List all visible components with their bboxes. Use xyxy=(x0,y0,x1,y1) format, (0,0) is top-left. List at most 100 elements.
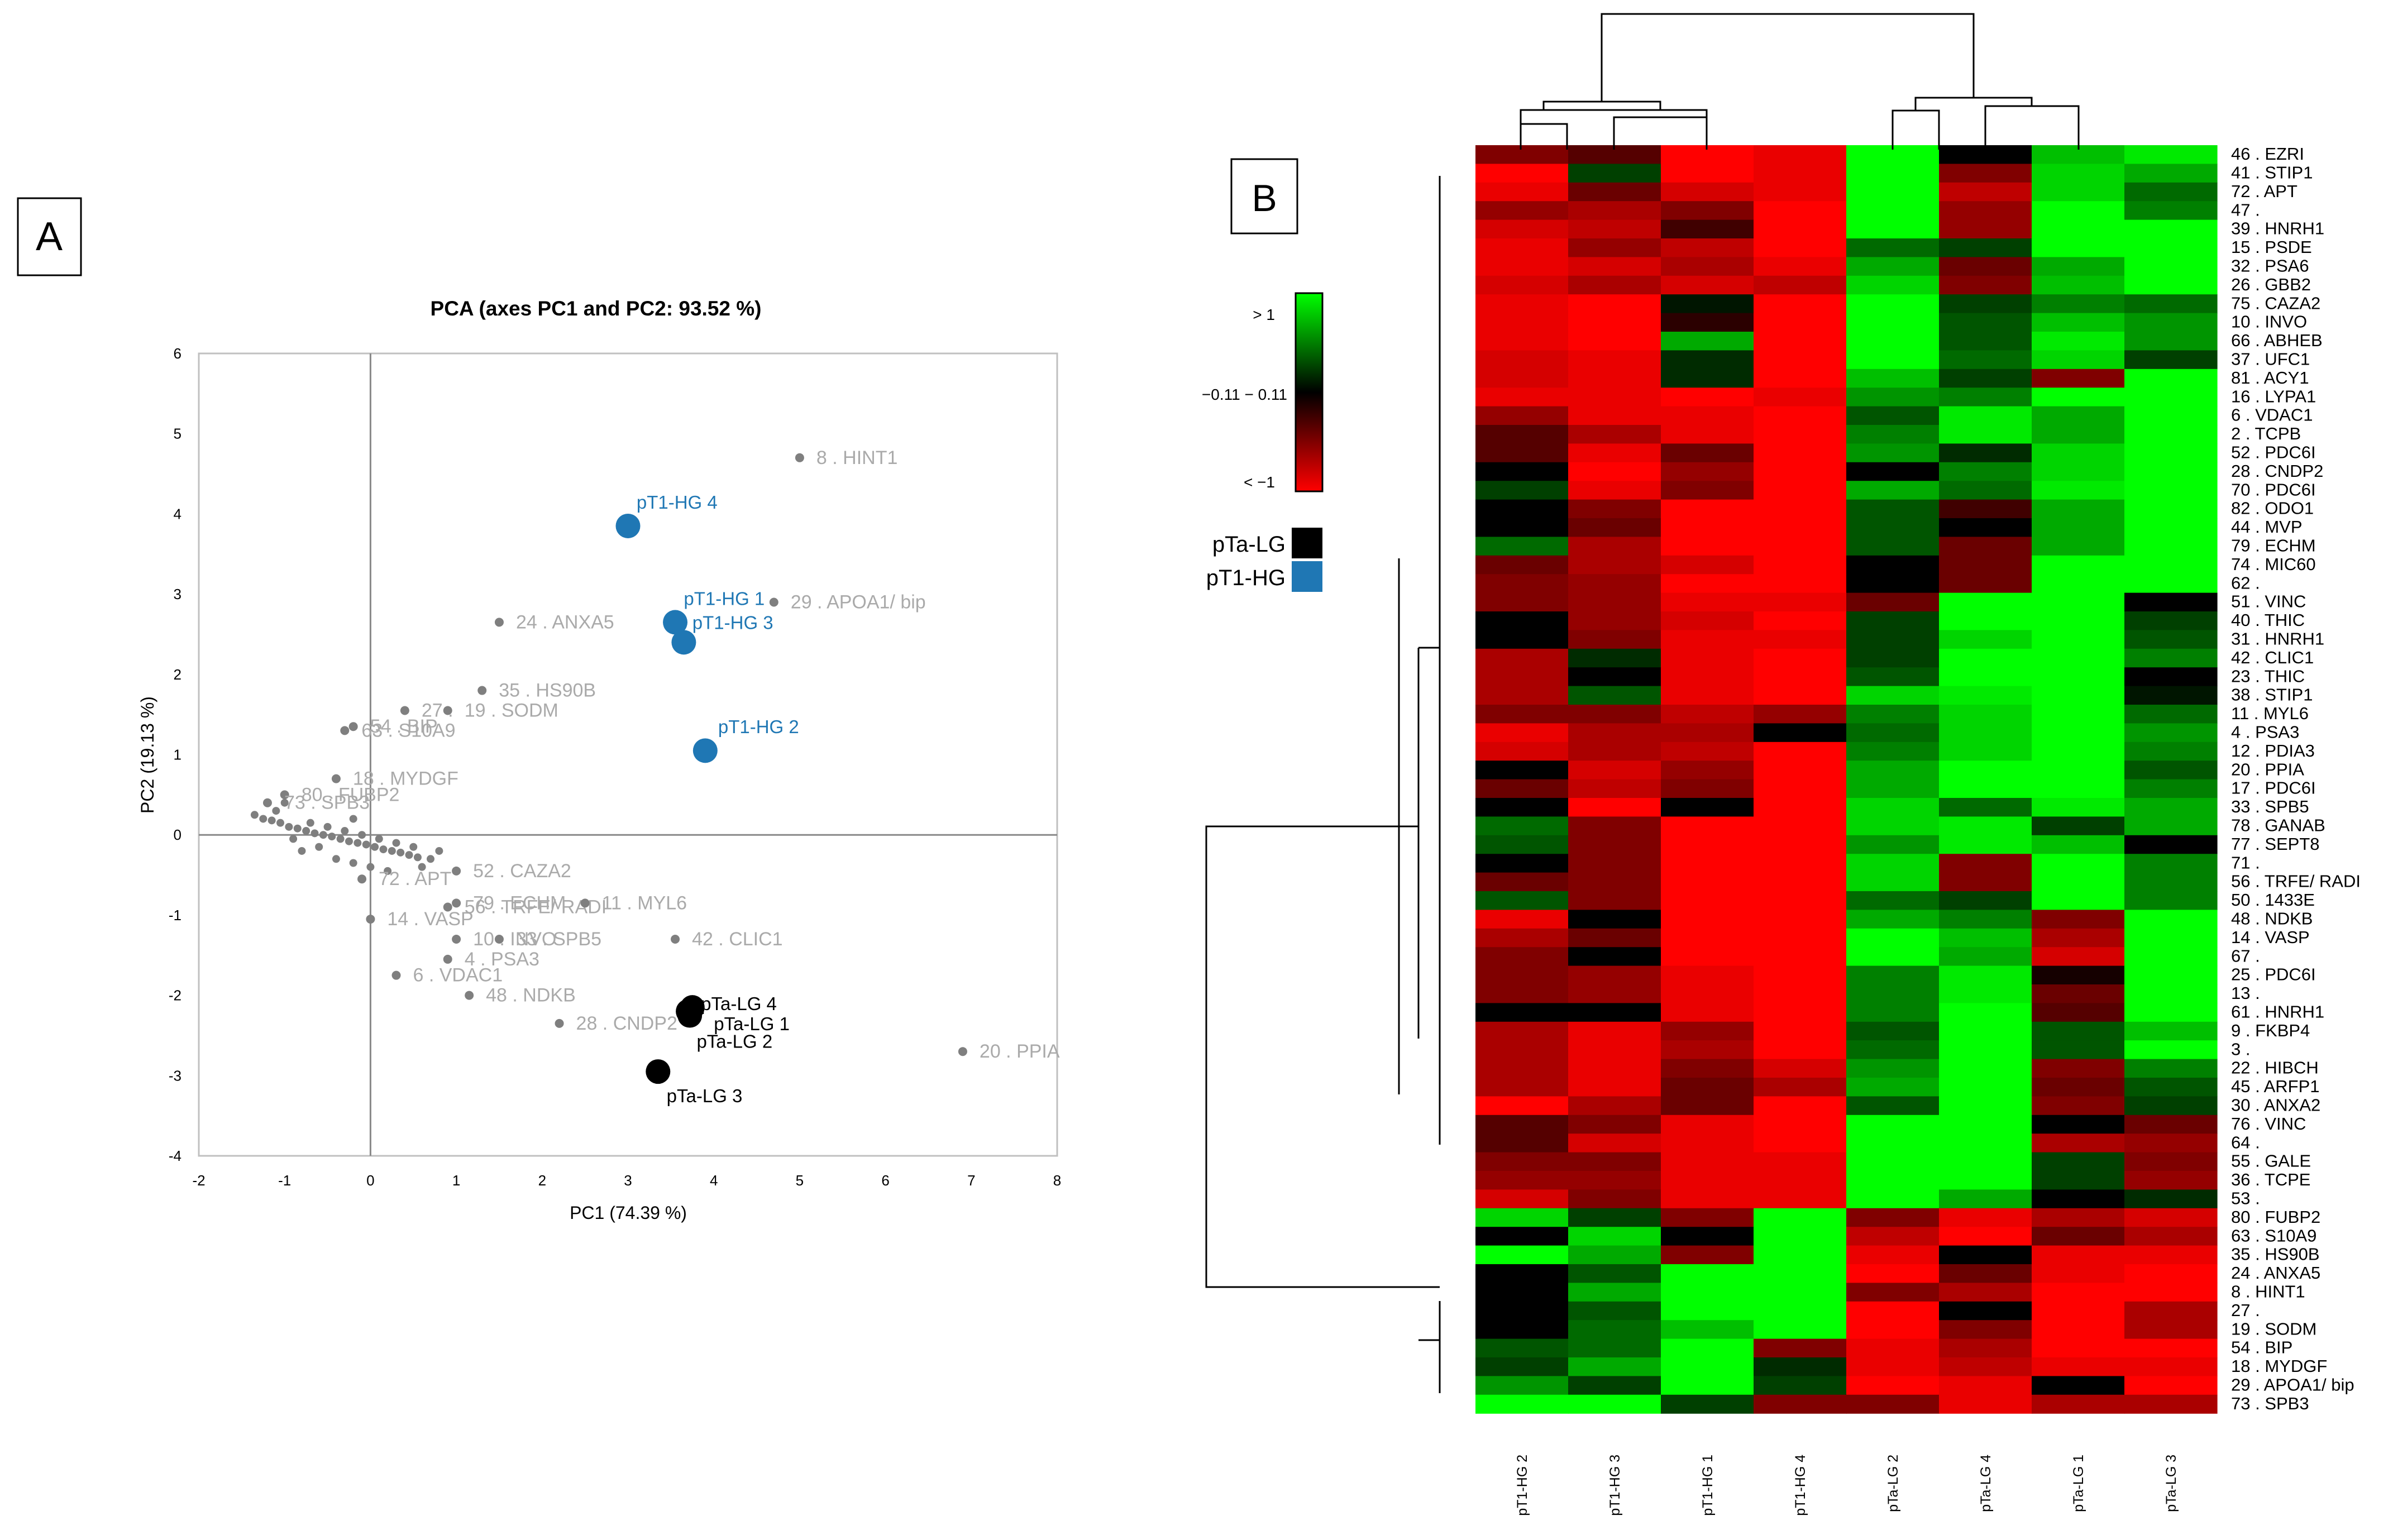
heatmap-cell xyxy=(1939,1227,2032,1246)
heatmap-cell xyxy=(1846,182,1940,202)
heatmap-cell xyxy=(2124,182,2218,202)
row-label: 39 . HNRH1 xyxy=(2231,219,2324,238)
heatmap-cell xyxy=(1939,779,2032,798)
row-label: 10 . INVO xyxy=(2231,312,2307,332)
heatmap-cell xyxy=(1475,1357,1569,1376)
heatmap-cell xyxy=(1754,1245,1847,1265)
heatmap-cell xyxy=(1568,965,1661,985)
heatmap-cell xyxy=(1939,705,2032,724)
heatmap-cell xyxy=(2124,1264,2218,1283)
heatmap-cell xyxy=(2032,537,2125,556)
heatmap-cell xyxy=(1661,891,1754,910)
heatmap-cell xyxy=(1939,555,2032,575)
heatmap-cell xyxy=(1661,742,1754,761)
heatmap-cell xyxy=(2032,555,2125,575)
heatmap-cell xyxy=(1475,984,1569,1003)
heatmap-cell xyxy=(1754,891,1847,910)
heatmap-cell xyxy=(1475,238,1569,257)
heatmap-cell xyxy=(1475,369,1569,388)
heatmap-cell xyxy=(2032,779,2125,798)
row-label: 4 . PSA3 xyxy=(2231,722,2299,742)
heatmap-cell xyxy=(2124,313,2218,332)
heatmap-cell xyxy=(2124,425,2218,444)
row-label: 70 . PDC6I xyxy=(2231,480,2316,499)
heatmap-cell xyxy=(1661,238,1754,257)
heatmap-cell xyxy=(1939,462,2032,481)
heatmap-cell xyxy=(1939,910,2032,929)
y-tick-label: 5 xyxy=(174,425,181,442)
heatmap-cell xyxy=(1661,313,1754,332)
row-label: 50 . 1433E xyxy=(2231,890,2315,910)
heatmap-cell xyxy=(1475,1115,1569,1134)
row-label: 18 . MYDGF xyxy=(2231,1356,2327,1376)
heatmap-cell xyxy=(1754,1115,1847,1134)
heatmap-cell xyxy=(1568,910,1661,929)
color-scale-legend: > 1 −0.11 − 0.11 < −1 xyxy=(1202,292,1324,492)
heatmap-cell xyxy=(1939,891,2032,910)
heatmap-cell xyxy=(1475,1059,1569,1078)
x-tick-label: 0 xyxy=(366,1172,374,1189)
heatmap-cell xyxy=(1568,816,1661,836)
heatmap-cell xyxy=(2124,910,2218,929)
variable-label: 54 . BIP xyxy=(370,716,438,737)
observation-label: pT1-HG 2 xyxy=(718,716,799,737)
heatmap-cell xyxy=(1568,481,1661,500)
heatmap-cell xyxy=(2124,705,2218,724)
heatmap-cell xyxy=(2124,1208,2218,1227)
heatmap-cell xyxy=(1568,443,1661,463)
heatmap-cell xyxy=(1568,1003,1661,1022)
heatmap-cell xyxy=(1661,182,1754,202)
heatmap-cell xyxy=(1661,294,1754,314)
row-label: 80 . FUBP2 xyxy=(2231,1207,2320,1227)
row-label: 82 . ODO1 xyxy=(2231,499,2314,518)
row-label: 33 . SPB5 xyxy=(2231,797,2309,816)
heatmap-cell xyxy=(1475,257,1569,276)
row-label: 46 . EZRI xyxy=(2231,144,2304,164)
heatmap-cell xyxy=(2032,350,2125,370)
column-label: pTa-LG 3 xyxy=(2163,1455,2179,1512)
heatmap-cell xyxy=(1846,854,1940,873)
heatmap-cell xyxy=(1475,742,1569,761)
heatmap-cell xyxy=(1754,1059,1847,1078)
heatmap-cell xyxy=(1846,1264,1940,1283)
heatmap-cell xyxy=(1568,518,1661,537)
heatmap-cell xyxy=(1568,723,1661,743)
heatmap-cell xyxy=(1475,816,1569,836)
heatmap-cell xyxy=(1568,854,1661,873)
heatmap-cell xyxy=(1568,1320,1661,1340)
color-scale-bar xyxy=(1295,292,1324,492)
heatmap-cell xyxy=(2032,667,2125,687)
heatmap-cell xyxy=(2032,1059,2125,1078)
heatmap-cell xyxy=(1754,350,1847,370)
heatmap-cell xyxy=(1939,238,2032,257)
group-legend: pTa-LG pT1-HG xyxy=(1206,528,1322,592)
heatmap-cell xyxy=(1661,388,1754,407)
row-label: 29 . APOA1/ bip xyxy=(2231,1375,2354,1394)
heatmap-cell xyxy=(1475,164,1569,183)
row-label: 16 . LYPA1 xyxy=(2231,386,2316,406)
heatmap-cell xyxy=(1846,1152,1940,1171)
heatmap-cell xyxy=(2032,294,2125,314)
heatmap-cell xyxy=(1661,723,1754,743)
heatmap-cell xyxy=(1846,1040,1940,1060)
variable-point xyxy=(795,453,804,462)
heatmap-cell xyxy=(1939,425,2032,444)
variable-point xyxy=(443,954,452,964)
heatmap-cell xyxy=(1568,798,1661,817)
variable-label: 63 . S10A9 xyxy=(361,720,455,741)
row-label: 6 . VDAC1 xyxy=(2231,405,2313,425)
variable-point xyxy=(280,790,289,800)
row-label: 78 . GANAB xyxy=(2231,815,2325,835)
row-label: 74 . MIC60 xyxy=(2231,554,2316,574)
heatmap-cell xyxy=(1568,611,1661,630)
heatmap-cell xyxy=(1568,779,1661,798)
variable-point xyxy=(418,863,426,871)
heatmap-cell xyxy=(2032,201,2125,221)
heatmap-cell xyxy=(1754,164,1847,183)
heatmap-cell xyxy=(1475,686,1569,705)
variable-label: 19 . SODM xyxy=(465,700,558,721)
heatmap-cell xyxy=(1846,350,1940,370)
heatmap-cell xyxy=(2032,219,2125,239)
pca-title: PCA (axes PC1 and PC2: 93.52 %) xyxy=(431,297,762,320)
heatmap-cell xyxy=(1754,723,1847,743)
